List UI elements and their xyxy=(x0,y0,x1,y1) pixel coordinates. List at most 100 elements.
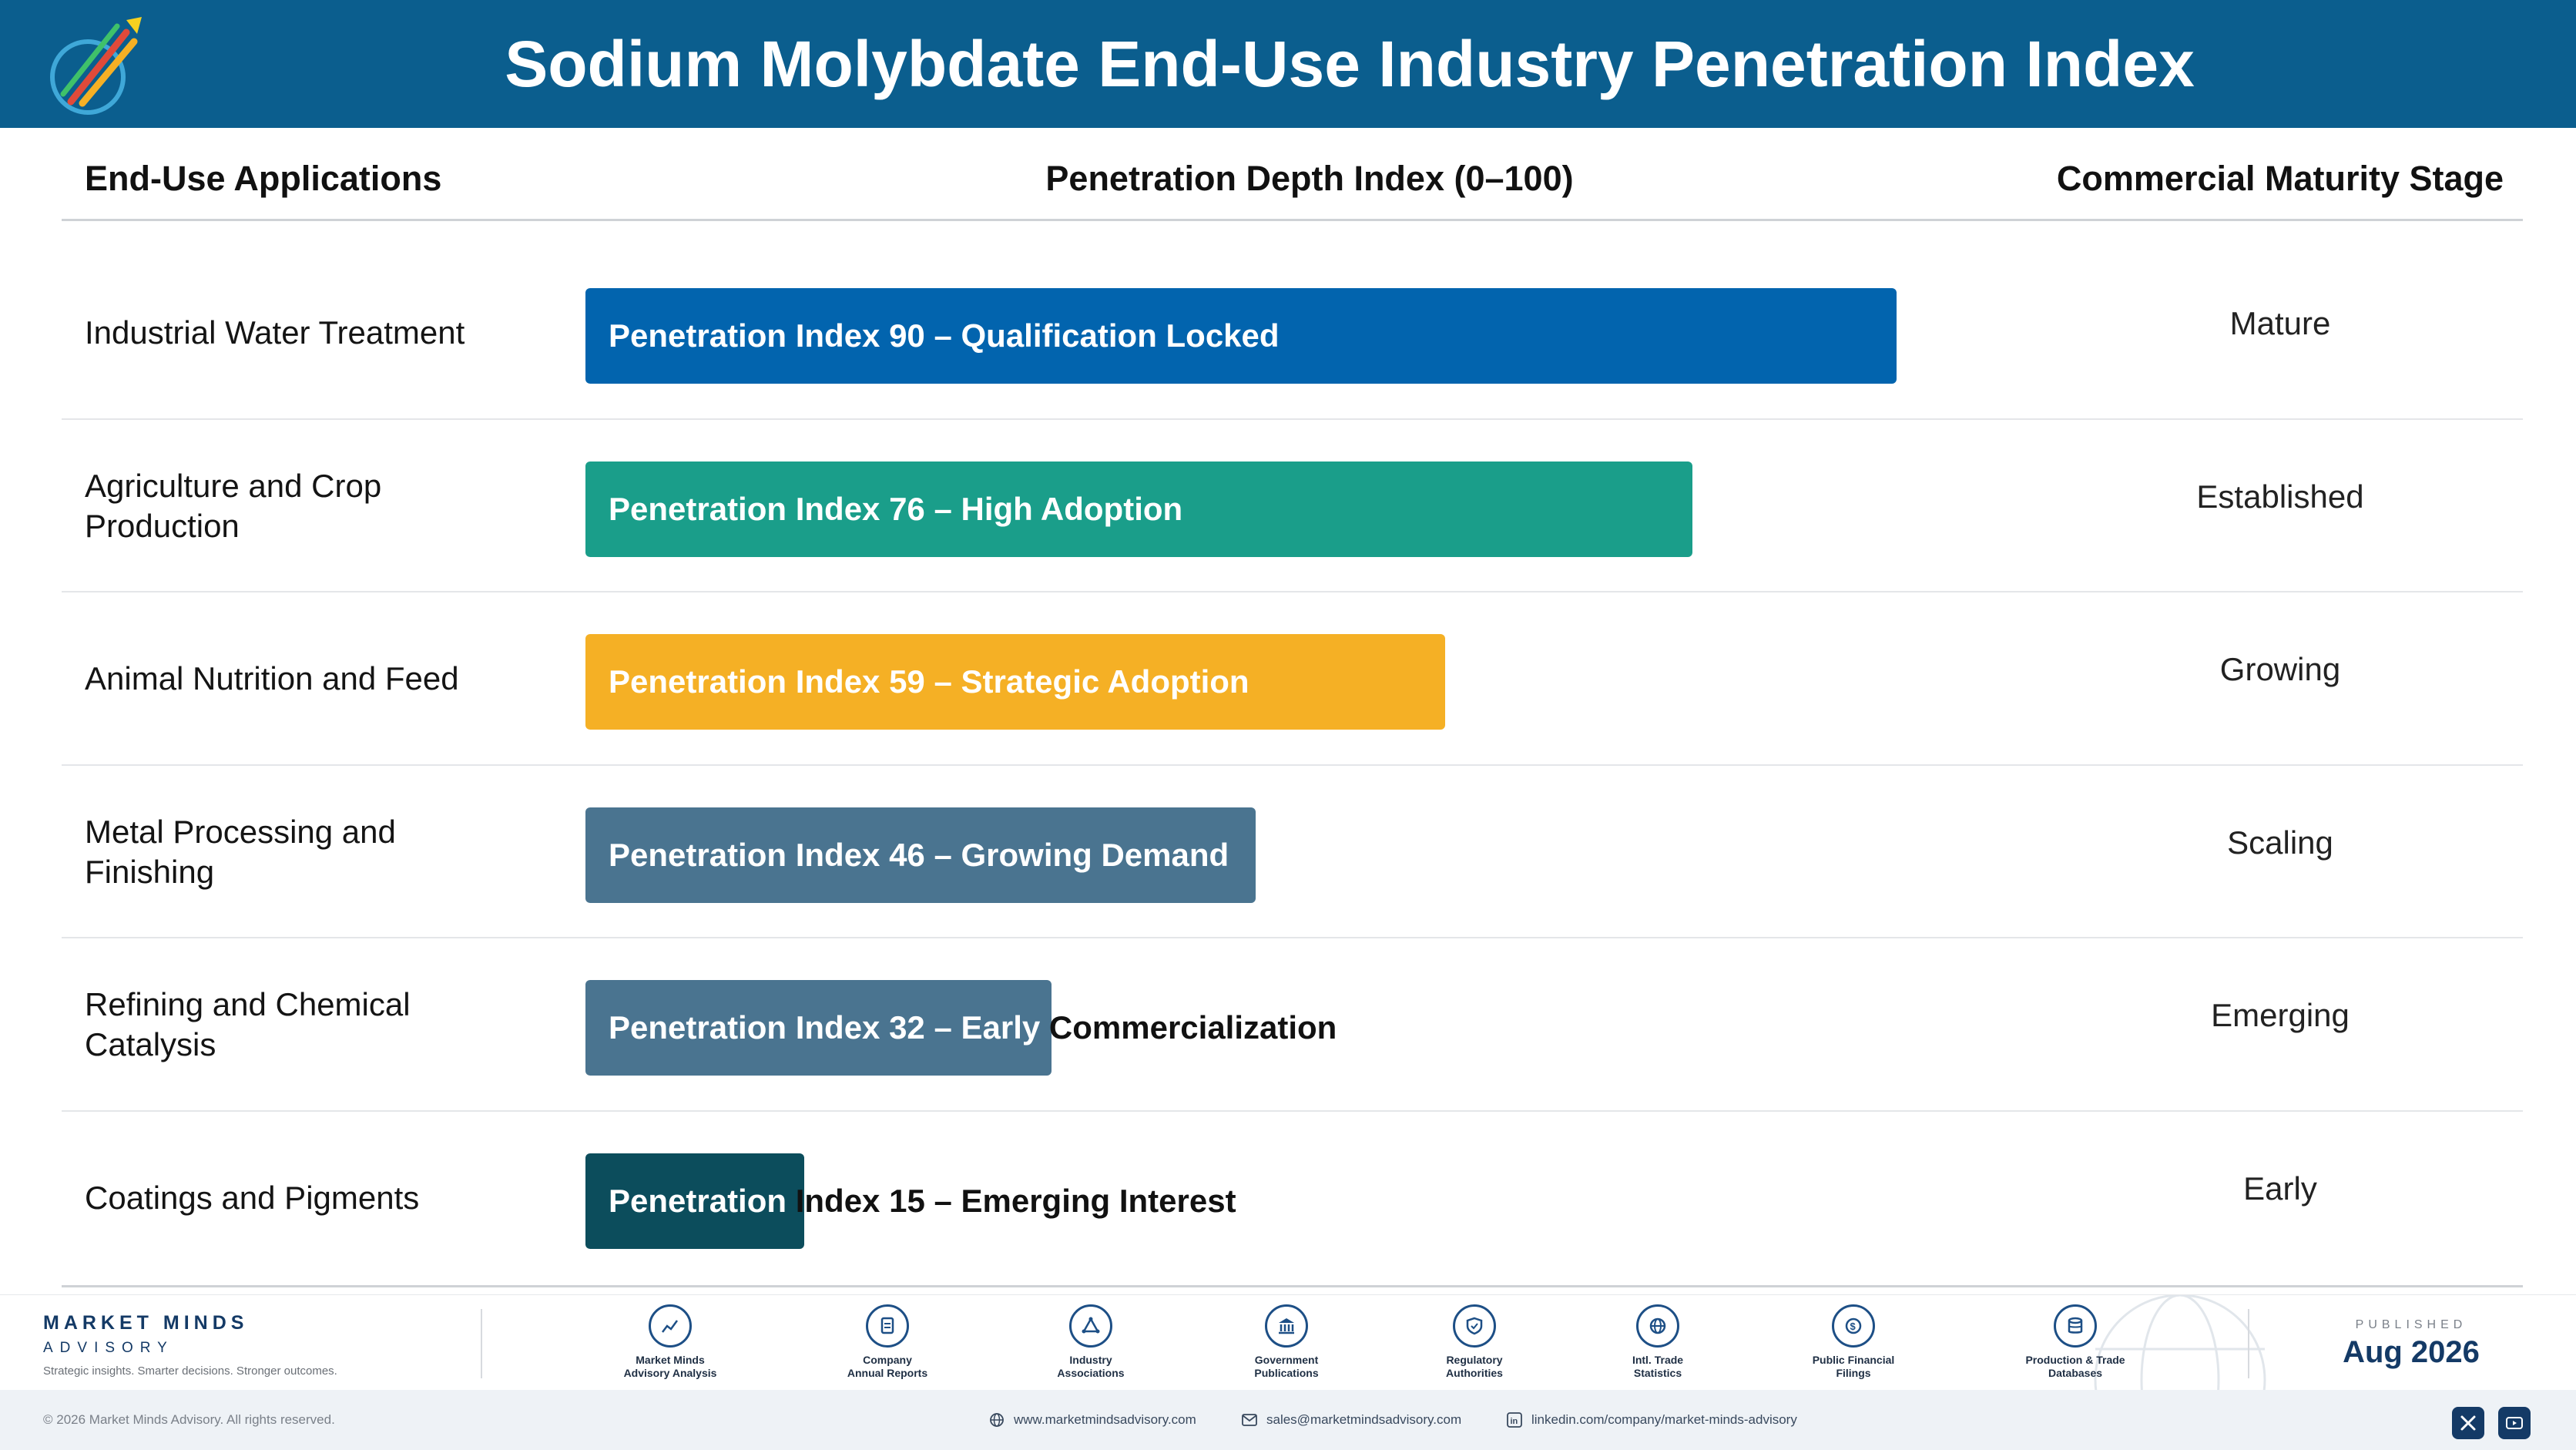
footer-contact-band: © 2026 Market Minds Advisory. All rights… xyxy=(0,1390,2576,1450)
chart-line-icon xyxy=(649,1304,692,1348)
source-label-line-2: Publications xyxy=(1254,1367,1319,1379)
source-label-line-2: Advisory Analysis xyxy=(623,1367,717,1379)
source-label-line-2: Filings xyxy=(1836,1367,1871,1379)
bar-data-label: Penetration Index 46 – Growing Demand xyxy=(609,836,1229,873)
bar-data-label: Penetration Index 90 – Qualification Loc… xyxy=(609,317,1280,354)
category-label: Agriculture and Crop Production xyxy=(85,467,382,544)
network-icon xyxy=(1069,1304,1112,1348)
bar-data-label: Penetration Index 76 – High Adoption xyxy=(609,490,1183,527)
maturity-stage: Early xyxy=(2243,1170,2317,1207)
row-divider xyxy=(62,937,2523,938)
source-label-line-1: Public Financial xyxy=(1812,1354,1895,1366)
source-label: Public Financial Filings xyxy=(1776,1354,1930,1380)
category-label: Animal Nutrition and Feed xyxy=(85,660,459,696)
bar xyxy=(585,807,1256,903)
footer: MARKET MINDS ADVISORY Strategic insights… xyxy=(0,1294,2576,1450)
email-link[interactable]: sales@marketmindsadvisory.com xyxy=(1242,1390,1461,1450)
copyright-text: © 2026 Market Minds Advisory. All rights… xyxy=(43,1412,335,1427)
youtube-social-button[interactable] xyxy=(2498,1407,2531,1439)
globe-icon xyxy=(1636,1304,1679,1348)
svg-text:$: $ xyxy=(1850,1321,1857,1332)
row-divider xyxy=(62,1109,2523,1112)
globe-watermark-icon xyxy=(2080,1295,2280,1391)
source-label-line-2: Databases xyxy=(2048,1367,2103,1379)
source-label: Market Minds Advisory Analysis xyxy=(593,1354,747,1380)
x-social-button[interactable] xyxy=(2452,1407,2484,1439)
source-label-line-1: Regulatory xyxy=(1446,1354,1503,1366)
column-header-index: Penetration Depth Index (0–100) xyxy=(1045,159,1574,198)
shield-icon xyxy=(1453,1304,1496,1348)
published-label: PUBLISHED xyxy=(2355,1318,2467,1331)
source-label: Company Annual Reports xyxy=(810,1354,964,1380)
source-label: Regulatory Authorities xyxy=(1397,1354,1551,1380)
website-text: www.marketmindsadvisory.com xyxy=(1014,1412,1196,1427)
bar xyxy=(585,1153,804,1249)
source-item: Government Publications xyxy=(1209,1304,1363,1380)
government-icon xyxy=(1265,1304,1308,1348)
maturity-stage: Growing xyxy=(2219,651,2341,687)
source-item: Company Annual Reports xyxy=(810,1304,964,1380)
maturity-stage: Established xyxy=(2196,478,2364,515)
header-band: Sodium Molybdate End-Use Industry Penetr… xyxy=(0,0,2576,128)
bar xyxy=(585,288,1897,384)
source-label-line-2: Associations xyxy=(1057,1367,1125,1379)
row-divider xyxy=(62,764,2523,766)
penetration-chart: Industrial Water Treatment Penetration In… xyxy=(62,288,2523,1249)
bar-data-label: Penetration Index 59 – Strategic Adoptio… xyxy=(609,663,1249,700)
x-logo-icon xyxy=(2460,1415,2476,1431)
chart-bottom-divider xyxy=(62,1285,2523,1287)
svg-text:in: in xyxy=(1511,1417,1518,1426)
footer-divider-left xyxy=(481,1309,482,1378)
linkedin-link[interactable]: in linkedin.com/company/market-minds-adv… xyxy=(1507,1390,1797,1450)
source-label-line-2: Statistics xyxy=(1633,1367,1682,1379)
maturity-stage: Mature xyxy=(2229,305,2331,341)
brand-name: MARKET MINDS xyxy=(43,1312,249,1334)
source-label-line-1: Production & Trade xyxy=(2025,1354,2125,1366)
mail-icon xyxy=(1242,1414,1257,1426)
globe-icon xyxy=(990,1413,1004,1427)
category-label: Metal Processing and Finishing xyxy=(85,813,396,890)
category-label: Industrial Water Treatment xyxy=(85,314,465,351)
source-item: Industry Associations xyxy=(1014,1304,1168,1380)
published-date: Aug 2026 xyxy=(2343,1335,2480,1369)
database-icon xyxy=(2054,1304,2097,1348)
source-label-line-2: Authorities xyxy=(1446,1367,1503,1379)
brand-subtitle: ADVISORY xyxy=(43,1340,174,1356)
footer-sources-band: MARKET MINDS ADVISORY Strategic insights… xyxy=(0,1294,2576,1391)
source-item: Intl. Trade Statistics xyxy=(1581,1304,1735,1380)
header-divider xyxy=(62,219,2523,221)
document-icon xyxy=(866,1304,909,1348)
footer-divider-right xyxy=(2248,1309,2249,1378)
page-title: Sodium Molybdate End-Use Industry Penetr… xyxy=(505,28,2195,100)
column-header-stage: Commercial Maturity Stage xyxy=(2056,159,2504,198)
source-label: Government Publications xyxy=(1209,1354,1363,1380)
bar-data-label: Penetration Index 32 – Early Commerciali… xyxy=(609,1009,1337,1046)
logo-icon xyxy=(50,17,142,115)
website-link[interactable]: www.marketmindsadvisory.com xyxy=(989,1390,1196,1450)
source-item: $ Public Financial Filings xyxy=(1776,1304,1930,1380)
source-item: Market Minds Advisory Analysis xyxy=(593,1304,747,1380)
linkedin-icon: in xyxy=(1507,1412,1522,1428)
source-label-line-1: Market Minds xyxy=(636,1354,705,1366)
source-label-line-1: Company xyxy=(863,1354,912,1366)
row-divider xyxy=(62,591,2523,592)
linkedin-text: linkedin.com/company/market-minds-adviso… xyxy=(1531,1412,1797,1427)
category-label: Coatings and Pigments xyxy=(85,1179,420,1216)
column-header-applications: End-Use Applications xyxy=(85,159,442,198)
source-label-line-2: Annual Reports xyxy=(847,1367,928,1379)
source-label: Intl. Trade Statistics xyxy=(1581,1354,1735,1380)
source-label-line-1: Government xyxy=(1254,1354,1319,1366)
maturity-stage: Emerging xyxy=(2211,997,2350,1033)
source-label-line-1: Intl. Trade xyxy=(1632,1354,1684,1366)
dollar-icon: $ xyxy=(1832,1304,1875,1348)
source-item: Regulatory Authorities xyxy=(1397,1304,1551,1380)
bar xyxy=(585,634,1445,730)
source-item: Production & Trade Databases xyxy=(1998,1304,2152,1380)
youtube-icon xyxy=(2506,1417,2523,1429)
row-divider xyxy=(62,418,2523,420)
source-label-line-1: Industry xyxy=(1069,1354,1112,1366)
email-text: sales@marketmindsadvisory.com xyxy=(1266,1412,1462,1427)
bar xyxy=(585,461,1693,557)
bar xyxy=(585,980,1052,1076)
category-label: Refining and Chemical Catalysis xyxy=(85,986,411,1062)
